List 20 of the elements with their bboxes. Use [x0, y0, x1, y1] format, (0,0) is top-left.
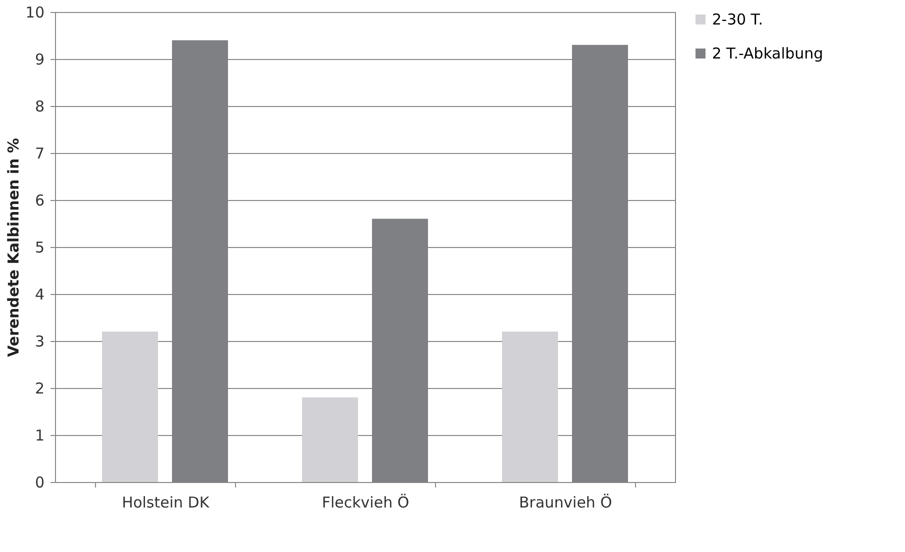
- legend-label: 2-30 T.: [712, 10, 763, 28]
- legend-label: 2 T.-Abkalbung: [712, 44, 824, 62]
- y-tick-label: 4: [34, 286, 44, 304]
- y-tick-label: 0: [34, 474, 44, 492]
- y-tick-label: 1: [34, 426, 44, 444]
- x-tick-label: Fleckvieh Ö: [322, 494, 410, 512]
- y-tick-label: 2: [34, 380, 44, 398]
- y-tick-label: 8: [34, 98, 44, 116]
- bar: [302, 397, 358, 482]
- bar: [502, 332, 558, 482]
- y-axis-title: Verendete Kalbinnen in %: [4, 138, 22, 357]
- y-tick-label: 5: [34, 238, 44, 256]
- x-tick-label: Braunvieh Ö: [518, 494, 612, 512]
- y-tick-label: 3: [34, 332, 44, 350]
- x-tick-label: Holstein DK: [122, 494, 210, 512]
- y-tick-label: 7: [34, 144, 44, 162]
- y-tick-label: 9: [34, 50, 44, 68]
- bar: [102, 332, 158, 482]
- y-tick-label: 10: [25, 4, 44, 22]
- y-tick-label: 6: [34, 192, 44, 210]
